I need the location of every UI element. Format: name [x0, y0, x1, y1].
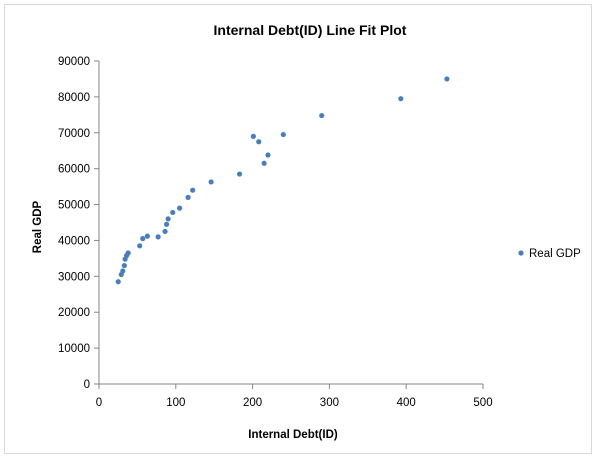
data-point — [115, 279, 121, 285]
data-point — [170, 209, 176, 216]
x-tick-label: 500 — [473, 397, 492, 409]
data-point — [165, 216, 171, 222]
data-point — [444, 76, 450, 82]
data-point — [190, 187, 196, 193]
data-point — [250, 133, 256, 139]
x-tick-label: 0 — [96, 397, 102, 409]
y-tick-label: 90000 — [58, 56, 90, 68]
data-points — [115, 76, 450, 285]
data-point — [121, 262, 127, 269]
data-point — [125, 250, 131, 256]
data-point — [185, 194, 191, 200]
legend-label: Real GDP — [529, 248, 581, 260]
y-axis: 0 10000 20000 30000 40000 50000 60000 70000 8000… — [58, 56, 100, 391]
data-point — [265, 152, 271, 158]
data-point — [120, 268, 126, 274]
x-axis: 0 100 200 300 400 500 — [96, 383, 493, 409]
scatter-chart: Internal Debt(ID) Line Fit Plot 0 10000 20… — [32, 22, 581, 441]
y-tick-label: 30000 — [58, 271, 90, 283]
x-tick-label: 400 — [397, 397, 416, 409]
x-tick-label: 200 — [243, 397, 262, 409]
data-point — [177, 205, 183, 211]
chart-frame: Internal Debt(ID) Line Fit Plot 0 10000 20… — [4, 4, 592, 454]
data-point — [398, 96, 404, 102]
y-tick-label: 40000 — [58, 235, 90, 247]
y-axis-title: Real GDP — [32, 200, 44, 253]
data-point — [256, 139, 262, 145]
data-point — [261, 160, 267, 166]
y-tick-label: 50000 — [58, 200, 90, 212]
data-point — [236, 171, 243, 177]
data-point — [162, 228, 168, 235]
data-point — [163, 221, 170, 227]
x-axis-title: Internal Debt(ID) — [248, 429, 338, 441]
x-tick-label: 300 — [320, 397, 339, 409]
data-point — [155, 234, 161, 240]
y-tick-label: 80000 — [58, 92, 90, 104]
data-point — [140, 236, 146, 242]
legend-marker — [518, 250, 524, 256]
y-tick-label: 0 — [84, 379, 90, 391]
data-point — [144, 233, 150, 239]
chart-title: Internal Debt(ID) Line Fit Plot — [214, 22, 407, 38]
y-tick-label: 20000 — [58, 307, 90, 319]
data-point — [280, 131, 286, 138]
y-tick-label: 70000 — [58, 128, 90, 140]
data-point — [137, 243, 143, 249]
data-point — [208, 179, 214, 185]
y-tick-label: 10000 — [58, 343, 90, 355]
y-tick-label: 60000 — [58, 164, 90, 176]
legend: Real GDP — [518, 248, 581, 260]
x-tick-label: 100 — [166, 397, 185, 409]
data-point — [319, 112, 325, 119]
